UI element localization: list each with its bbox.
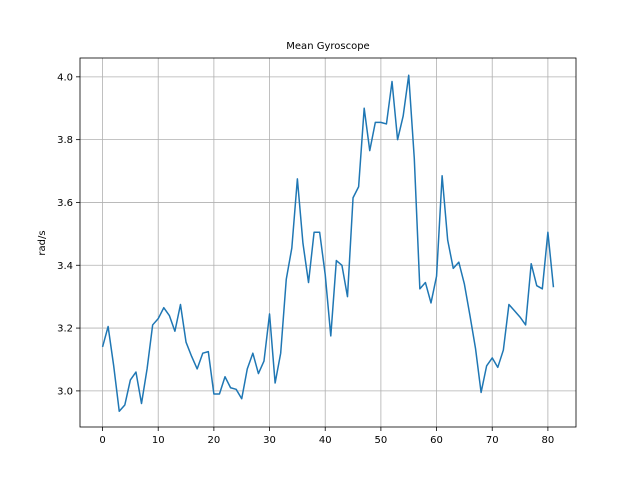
plot-area: 0 10 20 30 40 50 60 70 80 3.0 3.2 3.4 3.6 3.8 4.0	[57, 57, 577, 446]
x-tick-label: 0	[99, 435, 105, 446]
x-tick-label: 10	[152, 435, 165, 446]
y-tick-label: 3.8	[57, 135, 73, 146]
axes-frame	[79, 57, 577, 428]
chart-title: Mean Gyroscope	[286, 41, 369, 52]
y-tick-label: 3.4	[57, 261, 73, 272]
series-line	[101, 74, 555, 413]
x-tick-label: 80	[542, 435, 555, 446]
y-tick-label: 3.2	[57, 324, 73, 335]
x-tick-label: 30	[263, 435, 276, 446]
x-tick-label: 70	[486, 435, 499, 446]
x-tick-label: 50	[375, 435, 388, 446]
x-tick-label: 20	[208, 435, 221, 446]
y-tick-label: 3.6	[57, 198, 73, 209]
y-axis-label: rad/s	[37, 230, 48, 255]
y-tick-label: 3.0	[57, 386, 73, 397]
x-tick-label: 60	[430, 435, 443, 446]
x-tick-label: 40	[319, 435, 332, 446]
y-tick-label: 4.0	[57, 72, 73, 83]
